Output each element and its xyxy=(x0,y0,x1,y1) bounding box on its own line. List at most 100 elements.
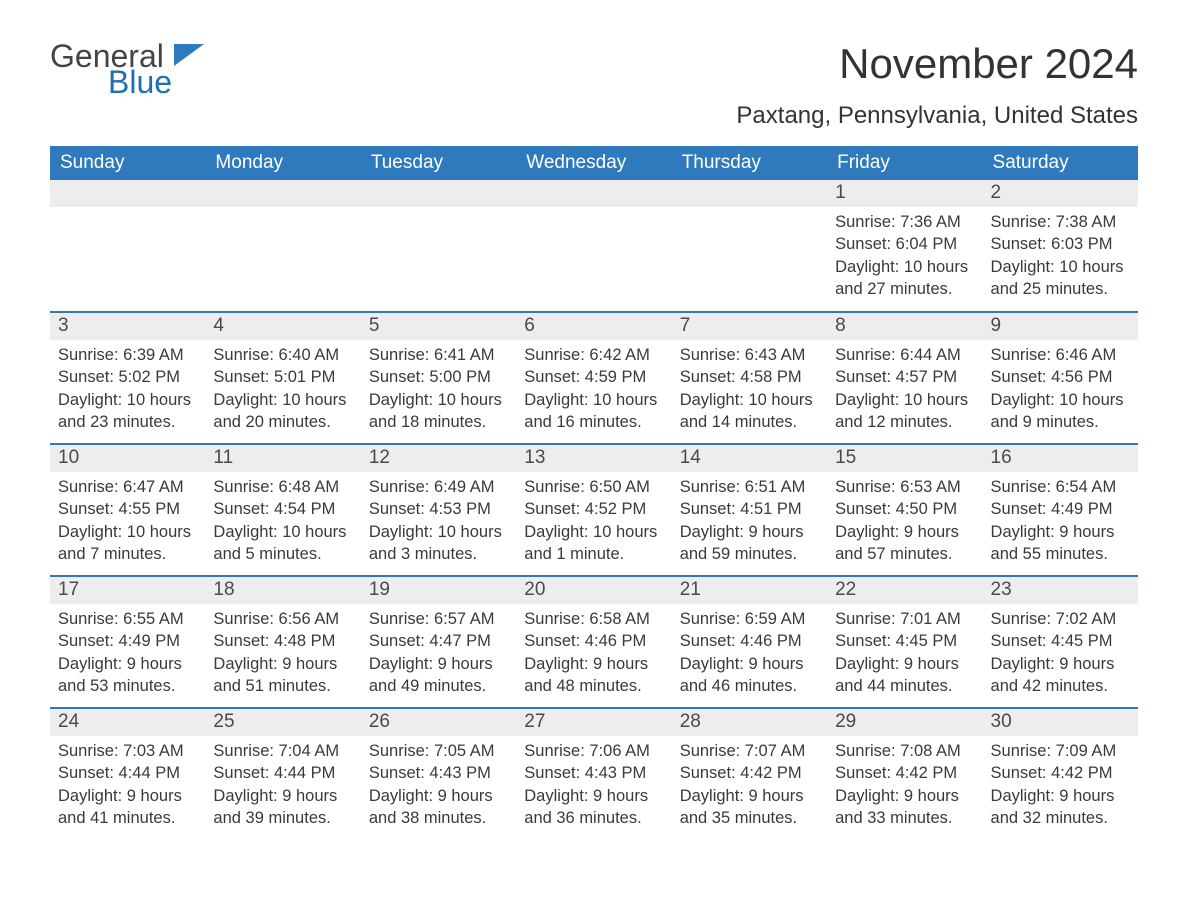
month-title: November 2024 xyxy=(736,40,1138,88)
day-data: Sunrise: 7:01 AMSunset: 4:45 PMDaylight:… xyxy=(827,604,982,705)
day-data-line: Sunrise: 7:02 AM xyxy=(991,608,1130,630)
day-data: Sunrise: 6:46 AMSunset: 4:56 PMDaylight:… xyxy=(983,340,1138,441)
day-data-line: Daylight: 10 hours xyxy=(680,389,819,411)
day-data: Sunrise: 7:07 AMSunset: 4:42 PMDaylight:… xyxy=(672,736,827,837)
day-data-line: Daylight: 9 hours xyxy=(991,521,1130,543)
day-number-empty xyxy=(361,180,516,207)
day-header-row: Sunday Monday Tuesday Wednesday Thursday… xyxy=(50,146,1138,180)
day-data-line: Sunset: 6:03 PM xyxy=(991,233,1130,255)
day-data-line: and 27 minutes. xyxy=(835,278,974,300)
day-data: Sunrise: 6:56 AMSunset: 4:48 PMDaylight:… xyxy=(205,604,360,705)
day-number: 28 xyxy=(672,709,827,736)
day-number: 22 xyxy=(827,577,982,604)
day-data-line: Sunrise: 6:59 AM xyxy=(680,608,819,630)
day-data-line: Sunrise: 6:43 AM xyxy=(680,344,819,366)
day-data-line: Daylight: 10 hours xyxy=(369,389,508,411)
day-data-line: Sunrise: 6:48 AM xyxy=(213,476,352,498)
day-number: 5 xyxy=(361,313,516,340)
calendar-cell: 8Sunrise: 6:44 AMSunset: 4:57 PMDaylight… xyxy=(827,312,982,444)
day-data-line: Sunrise: 7:36 AM xyxy=(835,211,974,233)
day-data-line: Sunset: 4:51 PM xyxy=(680,498,819,520)
calendar-cell: 19Sunrise: 6:57 AMSunset: 4:47 PMDayligh… xyxy=(361,576,516,708)
day-number: 2 xyxy=(983,180,1138,207)
day-number: 30 xyxy=(983,709,1138,736)
day-data: Sunrise: 6:44 AMSunset: 4:57 PMDaylight:… xyxy=(827,340,982,441)
day-data-line: Daylight: 9 hours xyxy=(213,785,352,807)
day-number-empty xyxy=(50,180,205,207)
calendar-cell: 14Sunrise: 6:51 AMSunset: 4:51 PMDayligh… xyxy=(672,444,827,576)
calendar-cell: 18Sunrise: 6:56 AMSunset: 4:48 PMDayligh… xyxy=(205,576,360,708)
day-number: 27 xyxy=(516,709,671,736)
day-data-line: Daylight: 9 hours xyxy=(524,653,663,675)
day-data-line: and 48 minutes. xyxy=(524,675,663,697)
day-data-line: Sunset: 4:59 PM xyxy=(524,366,663,388)
day-number: 1 xyxy=(827,180,982,207)
day-data-line: Sunrise: 7:05 AM xyxy=(369,740,508,762)
calendar-cell: 26Sunrise: 7:05 AMSunset: 4:43 PMDayligh… xyxy=(361,708,516,840)
day-data-line: Daylight: 9 hours xyxy=(524,785,663,807)
day-number: 7 xyxy=(672,313,827,340)
day-data-line: and 7 minutes. xyxy=(58,543,197,565)
day-data-line: Daylight: 9 hours xyxy=(835,521,974,543)
day-data-line: Sunset: 4:50 PM xyxy=(835,498,974,520)
day-data: Sunrise: 6:57 AMSunset: 4:47 PMDaylight:… xyxy=(361,604,516,705)
day-data-line: and 3 minutes. xyxy=(369,543,508,565)
day-number: 18 xyxy=(205,577,360,604)
day-number: 19 xyxy=(361,577,516,604)
day-data: Sunrise: 6:50 AMSunset: 4:52 PMDaylight:… xyxy=(516,472,671,573)
calendar-cell: 17Sunrise: 6:55 AMSunset: 4:49 PMDayligh… xyxy=(50,576,205,708)
day-data-line: Daylight: 9 hours xyxy=(835,653,974,675)
day-data: Sunrise: 6:42 AMSunset: 4:59 PMDaylight:… xyxy=(516,340,671,441)
day-data-line: Sunset: 4:48 PM xyxy=(213,630,352,652)
day-data-line: Daylight: 9 hours xyxy=(369,785,508,807)
day-data-line: Sunset: 4:56 PM xyxy=(991,366,1130,388)
calendar-cell: 9Sunrise: 6:46 AMSunset: 4:56 PMDaylight… xyxy=(983,312,1138,444)
day-number-empty xyxy=(672,180,827,207)
day-data-line: Sunset: 4:42 PM xyxy=(991,762,1130,784)
day-data-line: Sunrise: 6:42 AM xyxy=(524,344,663,366)
day-data: Sunrise: 7:02 AMSunset: 4:45 PMDaylight:… xyxy=(983,604,1138,705)
day-data-line: Sunrise: 6:57 AM xyxy=(369,608,508,630)
day-data: Sunrise: 6:51 AMSunset: 4:51 PMDaylight:… xyxy=(672,472,827,573)
day-data-line: and 59 minutes. xyxy=(680,543,819,565)
day-data-line: Daylight: 9 hours xyxy=(58,653,197,675)
day-data-line: and 20 minutes. xyxy=(213,411,352,433)
day-data: Sunrise: 6:59 AMSunset: 4:46 PMDaylight:… xyxy=(672,604,827,705)
day-data: Sunrise: 7:08 AMSunset: 4:42 PMDaylight:… xyxy=(827,736,982,837)
calendar-cell: 5Sunrise: 6:41 AMSunset: 5:00 PMDaylight… xyxy=(361,312,516,444)
day-header: Monday xyxy=(205,146,360,180)
day-header: Sunday xyxy=(50,146,205,180)
day-data: Sunrise: 7:05 AMSunset: 4:43 PMDaylight:… xyxy=(361,736,516,837)
day-data: Sunrise: 6:54 AMSunset: 4:49 PMDaylight:… xyxy=(983,472,1138,573)
day-data-line: Daylight: 10 hours xyxy=(835,256,974,278)
day-number: 16 xyxy=(983,445,1138,472)
day-data-line: and 14 minutes. xyxy=(680,411,819,433)
day-number-empty xyxy=(205,180,360,207)
day-data-line: and 38 minutes. xyxy=(369,807,508,829)
day-data-line: Daylight: 10 hours xyxy=(58,521,197,543)
day-data-line: and 49 minutes. xyxy=(369,675,508,697)
day-data-line: Sunset: 4:53 PM xyxy=(369,498,508,520)
day-number: 17 xyxy=(50,577,205,604)
day-data-line: Daylight: 10 hours xyxy=(58,389,197,411)
day-number: 15 xyxy=(827,445,982,472)
day-data-line: Sunrise: 6:40 AM xyxy=(213,344,352,366)
calendar-cell: 1Sunrise: 7:36 AMSunset: 6:04 PMDaylight… xyxy=(827,180,982,312)
header: General Blue November 2024 Paxtang, Penn… xyxy=(50,40,1138,130)
day-data-line: Sunrise: 7:04 AM xyxy=(213,740,352,762)
day-data-line: Sunset: 4:49 PM xyxy=(58,630,197,652)
day-data-line: Sunrise: 6:51 AM xyxy=(680,476,819,498)
day-data-line: Sunset: 4:45 PM xyxy=(991,630,1130,652)
day-data-line: Daylight: 10 hours xyxy=(991,256,1130,278)
day-data-line: Daylight: 10 hours xyxy=(524,389,663,411)
calendar-cell: 7Sunrise: 6:43 AMSunset: 4:58 PMDaylight… xyxy=(672,312,827,444)
day-data-line: Sunrise: 6:54 AM xyxy=(991,476,1130,498)
calendar-table: Sunday Monday Tuesday Wednesday Thursday… xyxy=(50,146,1138,840)
day-number: 4 xyxy=(205,313,360,340)
day-data: Sunrise: 6:41 AMSunset: 5:00 PMDaylight:… xyxy=(361,340,516,441)
calendar-cell: 15Sunrise: 6:53 AMSunset: 4:50 PMDayligh… xyxy=(827,444,982,576)
day-data-line: and 33 minutes. xyxy=(835,807,974,829)
day-data-line: Sunrise: 6:39 AM xyxy=(58,344,197,366)
title-block: November 2024 Paxtang, Pennsylvania, Uni… xyxy=(736,40,1138,130)
day-number: 24 xyxy=(50,709,205,736)
